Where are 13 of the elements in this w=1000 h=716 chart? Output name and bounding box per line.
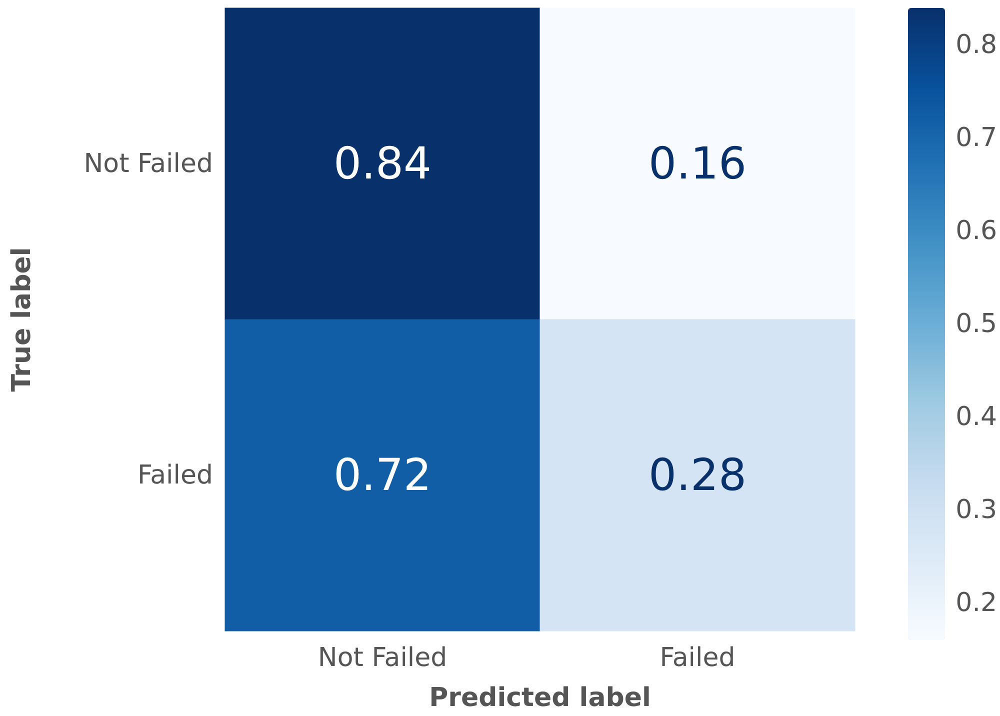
data-label: 0.28 (648, 450, 746, 501)
x-axis-title: Predicted label (429, 683, 651, 713)
color-bar-label: 0.2 (956, 588, 998, 618)
color-bar-label: 0.7 (956, 123, 998, 154)
color-bar-label: 0.6 (956, 216, 998, 246)
data-label: 0.16 (648, 138, 746, 190)
color-bar-label: 0.8 (956, 30, 998, 60)
color-bar-label: 0.4 (956, 402, 998, 432)
color-bar-label: 0.5 (956, 309, 998, 339)
color-bar-label: 0.3 (956, 494, 998, 525)
y-axis-title: True label (7, 247, 37, 392)
data-label: 0.84 (334, 138, 432, 190)
data-label: 0.72 (334, 450, 432, 501)
